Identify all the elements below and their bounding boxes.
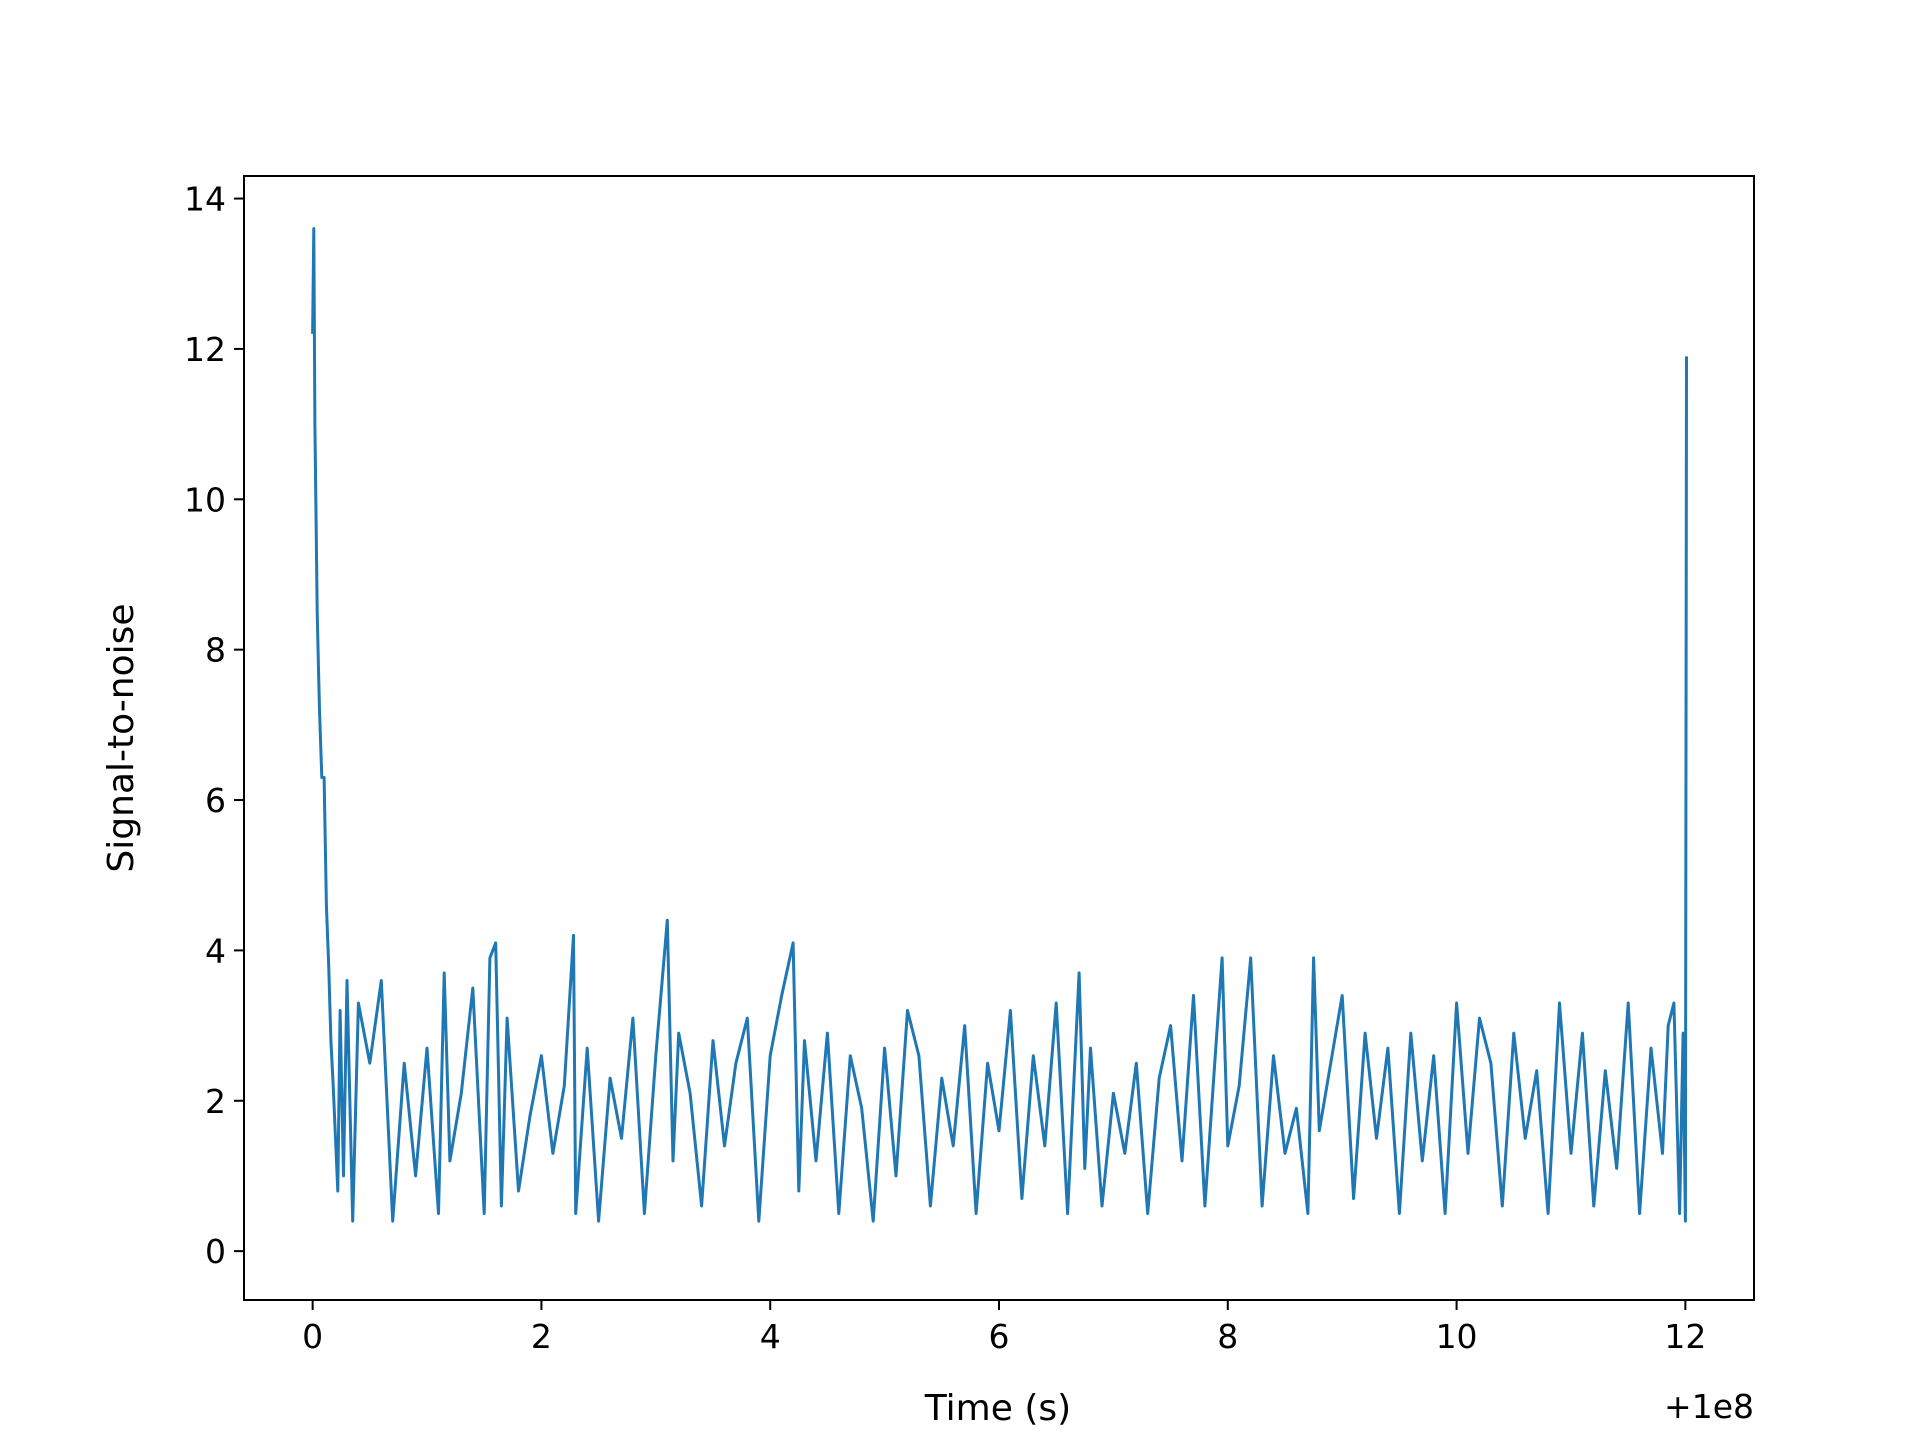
y-tick-label: 2	[205, 1082, 226, 1121]
y-tick-label: 0	[205, 1232, 226, 1271]
y-axis-ticks: 0 2 4 6 8 10 12 14	[184, 180, 244, 1271]
y-tick-label: 4	[205, 931, 226, 970]
x-tick-label: 4	[760, 1317, 781, 1356]
y-tick-label: 14	[184, 180, 226, 219]
x-tick-label: 0	[302, 1317, 323, 1356]
x-axis-offset-label: +1e8	[1664, 1387, 1754, 1426]
plot-content	[311, 227, 1688, 1223]
x-tick-label: 8	[1217, 1317, 1238, 1356]
y-tick-label: 10	[184, 480, 226, 519]
x-tick-label: 12	[1664, 1317, 1706, 1356]
y-axis-label: Signal-to-noise	[101, 603, 142, 872]
x-tick-label: 6	[989, 1317, 1010, 1356]
x-axis-label: Time (s)	[924, 1388, 1071, 1429]
y-tick-label: 6	[205, 781, 226, 820]
x-tick-label: 10	[1436, 1317, 1478, 1356]
x-axis-ticks: 0 2 4 6 8 10 12	[302, 1300, 1706, 1356]
x-tick-label: 2	[531, 1317, 552, 1356]
series-line	[311, 227, 1688, 1223]
y-tick-label: 8	[205, 631, 226, 670]
y-tick-label: 12	[184, 330, 226, 369]
